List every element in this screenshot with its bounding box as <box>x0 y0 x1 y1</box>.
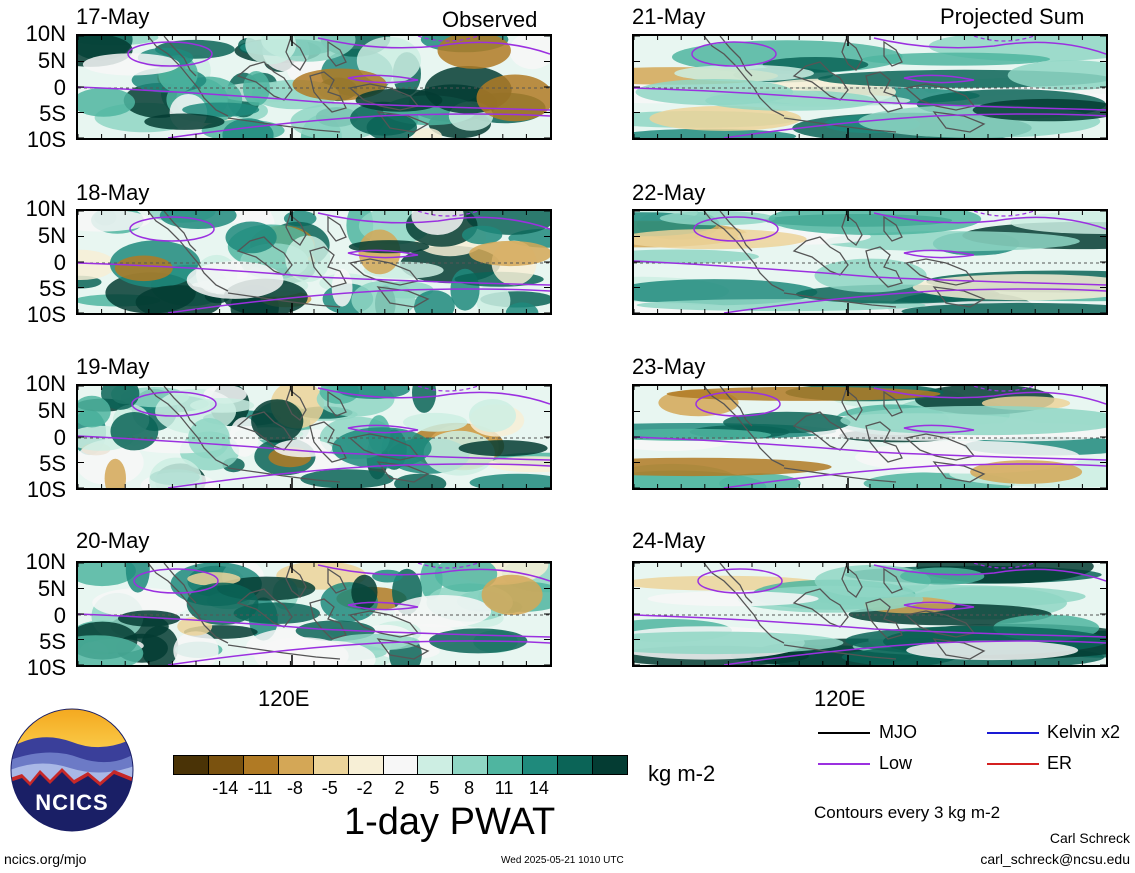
contour-note: Contours every 3 kg m-2 <box>814 803 1001 822</box>
colorbar-tick-label: 5 <box>429 778 440 798</box>
colorbar-swatch <box>278 756 314 774</box>
lat-label: 10S <box>26 302 66 327</box>
lon-label-left: 120E <box>258 686 310 711</box>
lat-label: 0 <box>53 425 66 450</box>
map-panel-observed-1 <box>76 209 552 315</box>
map-panel-projected-0 <box>632 34 1108 140</box>
legend: MJO Kelvin x2 Low ER <box>815 720 1135 780</box>
colorbar-swatch <box>593 756 627 774</box>
map-panel-projected-2 <box>632 384 1108 490</box>
footer-email[interactable]: carl_schreck@ncsu.edu <box>980 851 1130 867</box>
legend-mjo-line <box>818 732 870 734</box>
footer-timestamp: Wed 2025-05-21 1010 UTC <box>501 855 624 866</box>
map-panel-observed-2 <box>76 384 552 490</box>
lat-label: 5S <box>39 101 66 126</box>
panel-date-right-0: 21-May <box>632 4 706 29</box>
lat-label: 5S <box>39 276 66 301</box>
colorbar-tick-label: -11 <box>247 778 273 798</box>
colorbar-swatch <box>418 756 454 774</box>
colorbar-swatch <box>348 756 384 774</box>
lat-label: 10S <box>26 655 66 680</box>
colorbar-swatch <box>558 756 594 774</box>
legend-kelvin-line <box>987 732 1039 734</box>
colorbar-tick-label: 8 <box>464 778 475 798</box>
ncics-logo: NCICS <box>10 708 134 832</box>
map-panel-projected-1 <box>632 209 1108 315</box>
colorbar-title: 1-day PWAT <box>344 801 556 843</box>
footer-author: Carl Schreck <box>1049 830 1130 846</box>
colorbar-swatch <box>243 756 279 774</box>
panel-date-left-1: 18-May <box>76 180 150 205</box>
panel-date-right-1: 22-May <box>632 180 706 205</box>
panel-date-left-0: 17-May <box>76 4 150 29</box>
colorbar-units: kg m-2 <box>648 761 716 786</box>
lat-label: 5S <box>39 451 66 476</box>
panel-date-left-2: 19-May <box>76 354 150 379</box>
panel-date-right-3: 24-May <box>632 528 706 553</box>
legend-mjo-label: MJO <box>879 722 917 742</box>
colorbar-tick-label: -2 <box>356 778 373 798</box>
logo-text: NCICS <box>35 790 109 815</box>
lon-label-right: 120E <box>814 686 866 711</box>
colorbar-tick-label: -14 <box>212 778 239 798</box>
colorbar-swatch <box>208 756 244 774</box>
footer-url[interactable]: ncics.org/mjo <box>4 851 87 867</box>
colorbar-swatch <box>453 756 489 774</box>
lat-label: 5N <box>37 398 66 423</box>
colorbar-tick-label: -5 <box>321 778 338 798</box>
colorbar-swatch <box>523 756 559 774</box>
legend-er-label: ER <box>1047 753 1073 773</box>
map-panel-projected-3 <box>632 561 1108 667</box>
colorbar-tick-label: -8 <box>286 778 303 798</box>
lat-label: 10N <box>25 549 66 574</box>
colorbar-tick-label: 14 <box>528 778 549 798</box>
lat-label: 10N <box>25 196 66 221</box>
map-panel-observed-3 <box>76 561 552 667</box>
colorbar-swatch <box>488 756 524 774</box>
lat-label: 5N <box>37 223 66 248</box>
lat-label: 10S <box>26 127 66 152</box>
lat-label: 0 <box>53 250 66 275</box>
lat-label: 5N <box>37 576 66 601</box>
colorbar-ticks: -14 -11 -8 -5 -2 2 5 8 11 14 <box>173 778 628 800</box>
colorbar-swatch <box>313 756 349 774</box>
lat-label: 5S <box>39 629 66 654</box>
legend-low-label: Low <box>879 753 913 773</box>
panel-date-right-2: 23-May <box>632 354 706 379</box>
legend-kelvin-label: Kelvin x2 <box>1047 722 1121 742</box>
colorbar-tick-label: 11 <box>494 778 514 798</box>
lat-label: 5N <box>37 48 66 73</box>
lat-label: 10N <box>25 21 66 46</box>
legend-er-line <box>987 763 1039 765</box>
map-panel-observed-0 <box>76 34 552 140</box>
lat-label: 10S <box>26 477 66 502</box>
colorbar-swatch <box>383 756 419 774</box>
panel-date-left-3: 20-May <box>76 528 150 553</box>
lat-label: 10N <box>25 371 66 396</box>
colorbar-tick-label: 2 <box>394 778 405 798</box>
colorbar <box>173 755 628 775</box>
legend-low-line <box>818 763 870 765</box>
colorbar-swatch <box>174 756 209 774</box>
projected-sum-label: Projected Sum <box>940 4 1085 29</box>
lat-label: 0 <box>53 603 66 628</box>
lat-label: 0 <box>53 75 66 100</box>
observed-label: Observed <box>442 7 538 32</box>
